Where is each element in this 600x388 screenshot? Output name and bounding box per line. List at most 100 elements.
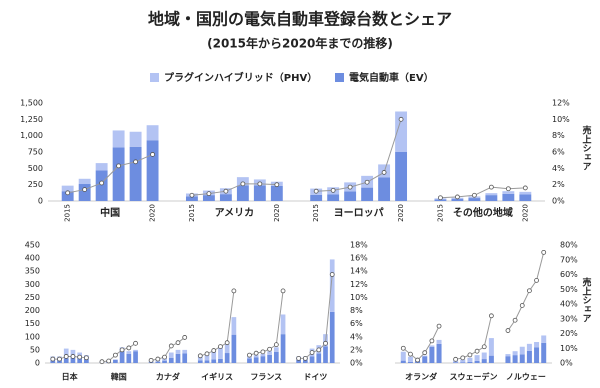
ev-bar <box>162 360 167 363</box>
phv-bar <box>146 125 159 141</box>
share-point <box>257 181 263 187</box>
y-tick-label: 0 <box>35 359 40 368</box>
phv-bar <box>133 349 138 352</box>
phv-bar <box>488 338 494 356</box>
phv-bar <box>502 191 515 194</box>
y2-tick-label: 6% <box>552 148 565 157</box>
share-point <box>155 356 161 362</box>
y-tick-label: 1,500 <box>20 99 43 108</box>
share-point <box>112 352 118 358</box>
ev-bar <box>129 146 142 201</box>
ev-bar <box>310 194 323 201</box>
share-line <box>316 119 402 192</box>
ev-bar <box>468 198 481 201</box>
share-point <box>505 186 511 192</box>
y2-tick-label: 40% <box>560 300 578 309</box>
ev-bar <box>146 140 159 201</box>
phv-bar <box>175 349 181 354</box>
share-point <box>323 340 328 346</box>
phv-bar <box>61 185 74 192</box>
share-point <box>408 351 413 357</box>
share-point <box>99 180 105 186</box>
share-point <box>527 288 532 294</box>
share-point <box>224 340 230 346</box>
x-tick-label: 2020 <box>397 204 405 222</box>
group-label: スウェーデン <box>450 372 498 382</box>
ev-bar <box>182 353 188 363</box>
x-tick-label: 2020 <box>149 204 157 222</box>
share-point <box>505 328 511 333</box>
phv-bar <box>519 191 532 195</box>
share-point <box>398 116 404 122</box>
share-point <box>512 317 518 323</box>
ev-bar <box>505 356 511 363</box>
ev-bar <box>77 357 83 363</box>
y2-axis-label: 売上シェア <box>581 276 592 322</box>
y-tick-label: 0 <box>38 197 43 206</box>
ev-bar <box>260 356 266 363</box>
phv-bar <box>224 343 230 354</box>
phv-bar <box>280 314 286 335</box>
legend-label: 電気自動車（EV） <box>349 71 434 84</box>
share-point <box>438 195 443 201</box>
ev-bar <box>309 356 315 363</box>
phv-bar <box>211 350 217 360</box>
chart-subtitle: (2015年から2020年までの推移) <box>207 36 393 51</box>
share-point <box>162 354 167 360</box>
group-label: フランス <box>250 373 282 382</box>
phv-bar <box>400 351 406 361</box>
y-tick-label: 250 <box>25 293 40 302</box>
ev-bar <box>175 353 181 363</box>
group-label: その他の地域 <box>453 206 513 219</box>
y2-tick-label: 0% <box>560 359 573 368</box>
ev-bar <box>488 355 494 363</box>
y2-tick-label: 20% <box>560 329 578 338</box>
ev-bar <box>273 351 279 363</box>
share-line <box>440 186 526 199</box>
phv-bar <box>129 131 142 147</box>
ev-bar <box>451 199 464 201</box>
ev-bar <box>519 354 525 363</box>
y-tick-label: 450 <box>25 241 40 250</box>
legend-swatch <box>150 73 159 82</box>
y2-tick-label: 2% <box>350 345 363 354</box>
share-point <box>70 354 76 359</box>
phv-bar <box>204 353 210 361</box>
phv-bar <box>407 356 413 362</box>
x-tick-label: 2015 <box>64 204 72 222</box>
y-tick-label: 350 <box>25 267 40 276</box>
group-label: アメリカ <box>215 207 255 219</box>
y-tick-label: 400 <box>25 254 40 263</box>
share-point <box>260 349 266 355</box>
ev-bar <box>502 193 515 201</box>
phv-bar <box>70 349 76 357</box>
phv-bar <box>126 351 132 354</box>
share-point <box>267 346 273 352</box>
x-tick-label: 2020 <box>273 204 281 222</box>
share-point <box>240 181 246 187</box>
phv-bar <box>481 352 487 360</box>
share-point <box>150 152 155 157</box>
phv-bar <box>519 346 525 355</box>
ev-bar <box>270 185 283 201</box>
phv-bar <box>267 351 272 355</box>
y2-tick-label: 10% <box>350 293 368 302</box>
y-tick-label: 300 <box>25 280 40 289</box>
ev-bar <box>197 360 203 363</box>
y2-tick-label: 4% <box>350 332 363 341</box>
share-point <box>313 188 319 194</box>
ev-bar <box>407 361 413 363</box>
phv-bar <box>95 163 108 171</box>
share-point <box>197 353 203 359</box>
ev-bar <box>395 152 408 201</box>
ev-bar <box>422 356 428 363</box>
ev-bar <box>512 355 518 363</box>
ev-bar <box>329 311 335 363</box>
share-point <box>471 192 477 198</box>
ev-bar <box>267 354 272 363</box>
chart-title: 地域・国別の電気自動車登録台数とシェア <box>148 10 452 29</box>
share-point <box>302 356 308 361</box>
share-point <box>429 338 435 344</box>
share-point <box>488 313 494 319</box>
